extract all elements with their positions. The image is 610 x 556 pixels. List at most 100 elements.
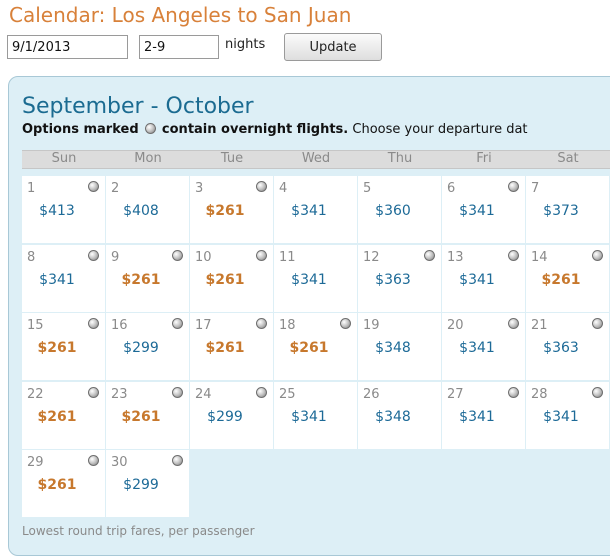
lowest-fare-price[interactable]: $261 — [541, 271, 581, 288]
calendar-day-cell[interactable]: 9 $261 — [106, 244, 189, 312]
overnight-legend: Options marked contain overnight flights… — [22, 122, 528, 137]
calendar-day-cell[interactable]: 6 $341 — [442, 176, 525, 243]
calendar-day-cell[interactable]: 12 $363 — [358, 244, 441, 312]
day-number: 11 — [279, 249, 296, 265]
overnight-flight-icon — [88, 386, 99, 398]
overnight-flight-icon — [592, 249, 603, 261]
fare-price[interactable]: $341 — [459, 203, 495, 219]
day-number: 20 — [447, 318, 464, 333]
lowest-fare-price[interactable]: $261 — [37, 340, 77, 356]
calendar-day-cell[interactable]: 30 $299 — [106, 450, 189, 517]
fare-price[interactable]: $348 — [375, 408, 411, 425]
fare-price[interactable]: $341 — [39, 271, 75, 288]
fare-price[interactable]: $299 — [207, 408, 243, 425]
day-number: 30 — [111, 455, 128, 470]
calendar-day-cell[interactable]: 15 $261 — [22, 313, 105, 380]
calendar-day-cell[interactable]: 25 $341 — [274, 381, 357, 449]
lowest-fare-price[interactable]: $261 — [37, 408, 77, 425]
nights-input[interactable] — [139, 35, 219, 59]
legend-text-3: Choose your departure dat — [352, 122, 528, 137]
empty-day-cell — [190, 450, 273, 517]
overnight-flight-icon — [592, 386, 603, 398]
overnight-flight-icon — [88, 455, 99, 466]
calendar-day-cell[interactable]: 16 $299 — [106, 313, 189, 380]
day-number: 22 — [27, 386, 44, 402]
calendar-day-cell[interactable]: 23 $261 — [106, 381, 189, 449]
day-number: 12 — [363, 249, 380, 265]
calendar-day-cell[interactable]: 19 $348 — [358, 313, 441, 380]
day-number: 27 — [447, 386, 464, 402]
weekday-label: Tue — [220, 151, 244, 166]
overnight-flight-icon — [172, 455, 183, 466]
fare-price[interactable]: $341 — [291, 271, 327, 288]
day-number: 10 — [195, 249, 212, 265]
overnight-flight-icon — [256, 318, 267, 329]
fare-price[interactable]: $363 — [375, 271, 411, 288]
calendar-day-cell[interactable]: 5 $360 — [358, 176, 441, 243]
day-number: 13 — [447, 249, 464, 265]
overnight-flight-icon — [88, 318, 99, 329]
page-title: Calendar: Los Angeles to San Juan — [9, 3, 352, 27]
day-number: 5 — [363, 181, 372, 196]
empty-day-cell — [442, 450, 525, 517]
overnight-flight-icon — [340, 318, 351, 329]
fare-price[interactable]: $341 — [459, 340, 495, 356]
fare-price[interactable]: $299 — [123, 477, 159, 493]
fare-price[interactable]: $341 — [291, 203, 327, 219]
overnight-flight-icon — [592, 318, 603, 329]
day-number: 23 — [111, 386, 128, 402]
calendar-day-cell[interactable]: 8 $341 — [22, 244, 105, 312]
update-button[interactable]: Update — [284, 33, 382, 61]
calendar-day-cell[interactable]: 1 $413 — [22, 176, 105, 243]
calendar-day-cell[interactable]: 2 $408 — [106, 176, 189, 243]
lowest-fare-price[interactable]: $261 — [121, 271, 161, 288]
calendar-day-cell[interactable]: 17 $261 — [190, 313, 273, 380]
legend-text-1: Options marked — [22, 122, 139, 137]
fare-price[interactable]: $348 — [375, 340, 411, 356]
calendar-day-cell[interactable]: 7 $373 — [526, 176, 609, 243]
fare-price[interactable]: $408 — [123, 203, 159, 219]
overnight-flight-icon — [508, 181, 519, 192]
calendar-day-cell[interactable]: 28 $341 — [526, 381, 609, 449]
overnight-flight-icon — [508, 318, 519, 329]
fare-price[interactable]: $363 — [543, 340, 579, 356]
lowest-fare-price[interactable]: $261 — [289, 340, 329, 356]
calendar-day-cell[interactable]: 27 $341 — [442, 381, 525, 449]
calendar-day-cell[interactable]: 14 $261 — [526, 244, 609, 312]
calendar-day-cell[interactable]: 26 $348 — [358, 381, 441, 449]
day-number: 18 — [279, 318, 296, 333]
lowest-fare-price[interactable]: $261 — [205, 203, 245, 219]
weekday-label: Wed — [301, 151, 331, 166]
lowest-fare-price[interactable]: $261 — [205, 271, 245, 288]
calendar-day-cell[interactable]: 10 $261 — [190, 244, 273, 312]
calendar-day-cell[interactable]: 4 $341 — [274, 176, 357, 243]
day-number: 24 — [195, 386, 212, 402]
fare-price[interactable]: $341 — [459, 271, 495, 288]
weekday-label: Thu — [387, 151, 413, 166]
calendar-day-cell[interactable]: 11 $341 — [274, 244, 357, 312]
calendar-day-cell[interactable]: 13 $341 — [442, 244, 525, 312]
day-number: 2 — [111, 181, 120, 196]
weekday-label: Sun — [51, 151, 77, 166]
fare-price[interactable]: $360 — [375, 203, 411, 219]
day-number: 26 — [363, 386, 380, 402]
weekday-label: Mon — [134, 151, 162, 166]
fare-price[interactable]: $373 — [543, 203, 579, 219]
lowest-fare-price[interactable]: $261 — [121, 408, 161, 425]
month-title: September - October — [22, 94, 254, 119]
fare-price[interactable]: $299 — [123, 340, 159, 356]
fare-price[interactable]: $413 — [39, 203, 75, 219]
fare-price[interactable]: $341 — [543, 408, 579, 425]
fare-price[interactable]: $341 — [291, 408, 327, 425]
fare-price[interactable]: $341 — [459, 408, 495, 425]
lowest-fare-price[interactable]: $261 — [37, 477, 77, 493]
calendar-day-cell[interactable]: 21 $363 — [526, 313, 609, 380]
calendar-day-cell[interactable]: 29 $261 — [22, 450, 105, 517]
calendar-day-cell[interactable]: 20 $341 — [442, 313, 525, 380]
calendar-day-cell[interactable]: 22 $261 — [22, 381, 105, 449]
calendar-day-cell[interactable]: 18 $261 — [274, 313, 357, 380]
lowest-fare-price[interactable]: $261 — [205, 340, 245, 356]
departure-date-input[interactable] — [7, 35, 128, 59]
calendar-day-cell[interactable]: 3 $261 — [190, 176, 273, 243]
calendar-day-cell[interactable]: 24 $299 — [190, 381, 273, 449]
